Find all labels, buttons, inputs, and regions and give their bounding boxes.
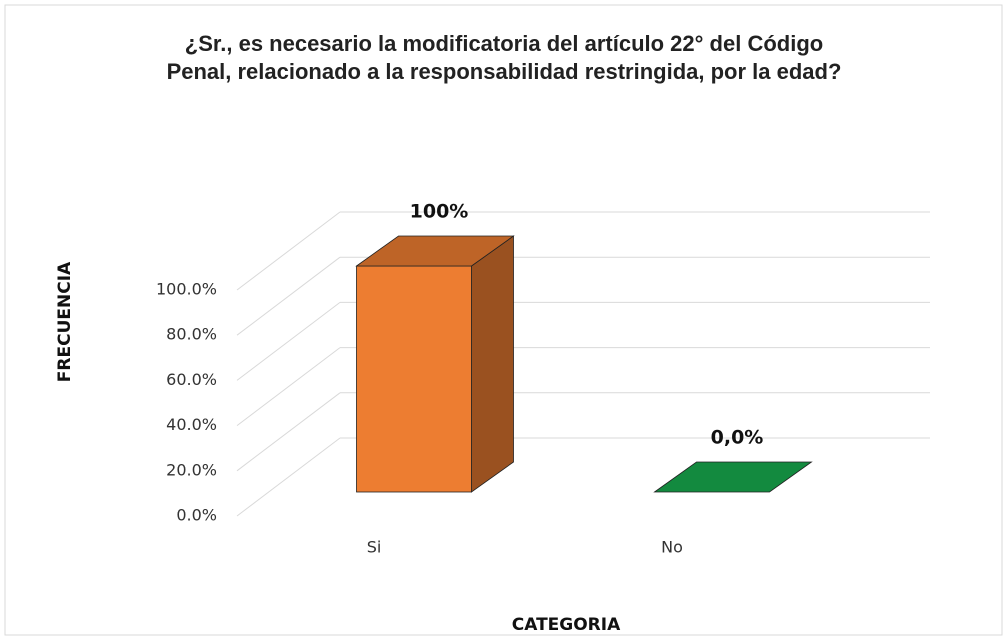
y-tick-label: 0.0% [176, 506, 217, 525]
y-tick-label: 80.0% [166, 325, 217, 344]
bar-top [653, 461, 813, 493]
y-axis-title: FRECUENCIA [55, 261, 75, 382]
side-grid-line [236, 392, 341, 472]
side-grid-line [236, 347, 341, 426]
side-grid-line [236, 302, 341, 381]
x-tick-label: Si [367, 538, 382, 557]
side-grid-line [236, 211, 341, 291]
x-tick-label: No [661, 538, 683, 557]
data-label: 0,0% [711, 427, 764, 449]
chart-title: ¿Sr., es necesario la modificatoria del … [166, 31, 842, 84]
side-grid-line [236, 437, 341, 517]
y-tick-label: 40.0% [166, 415, 217, 434]
y-tick-label: 20.0% [166, 460, 217, 479]
bar-top [355, 235, 515, 267]
y-tick-label: 60.0% [166, 370, 217, 389]
x-axis-title: CATEGORIA [512, 615, 621, 635]
side-grid-line [236, 256, 341, 336]
y-tick-label: 100.0% [156, 280, 217, 299]
bar-side [471, 235, 514, 493]
bar [356, 265, 472, 493]
data-label: 100% [410, 201, 469, 223]
